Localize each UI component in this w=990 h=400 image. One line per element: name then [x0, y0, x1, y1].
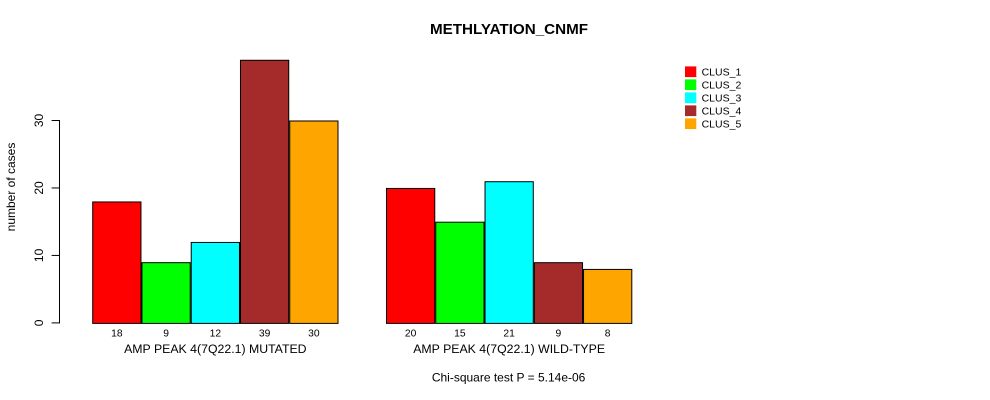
svg-text:8: 8 — [605, 328, 611, 339]
svg-text:20: 20 — [32, 181, 46, 195]
svg-text:15: 15 — [454, 328, 466, 339]
svg-text:CLUS_5: CLUS_5 — [702, 118, 742, 130]
svg-text:CLUS_1: CLUS_1 — [702, 66, 742, 78]
svg-text:9: 9 — [163, 328, 169, 339]
svg-text:39: 39 — [259, 328, 271, 339]
svg-text:9: 9 — [556, 328, 562, 339]
svg-text:AMP PEAK 4(7Q22.1) MUTATED: AMP PEAK 4(7Q22.1) MUTATED — [124, 342, 307, 356]
svg-text:0: 0 — [32, 319, 46, 326]
svg-text:30: 30 — [32, 113, 46, 127]
svg-text:CLUS_3: CLUS_3 — [702, 92, 742, 104]
svg-text:AMP PEAK 4(7Q22.1) WILD-TYPE: AMP PEAK 4(7Q22.1) WILD-TYPE — [413, 342, 605, 356]
svg-text:18: 18 — [111, 328, 123, 339]
svg-text:number of cases: number of cases — [4, 143, 18, 232]
svg-text:21: 21 — [503, 328, 515, 339]
svg-text:30: 30 — [308, 328, 320, 339]
svg-text:10: 10 — [32, 248, 46, 262]
svg-text:METHLYATION_CNMF: METHLYATION_CNMF — [430, 21, 588, 38]
svg-text:CLUS_4: CLUS_4 — [702, 105, 742, 117]
svg-text:20: 20 — [405, 328, 417, 339]
svg-text:12: 12 — [210, 328, 222, 339]
svg-text:Chi-square test P = 5.14e-06: Chi-square test P = 5.14e-06 — [432, 371, 586, 385]
svg-text:CLUS_2: CLUS_2 — [702, 79, 742, 91]
